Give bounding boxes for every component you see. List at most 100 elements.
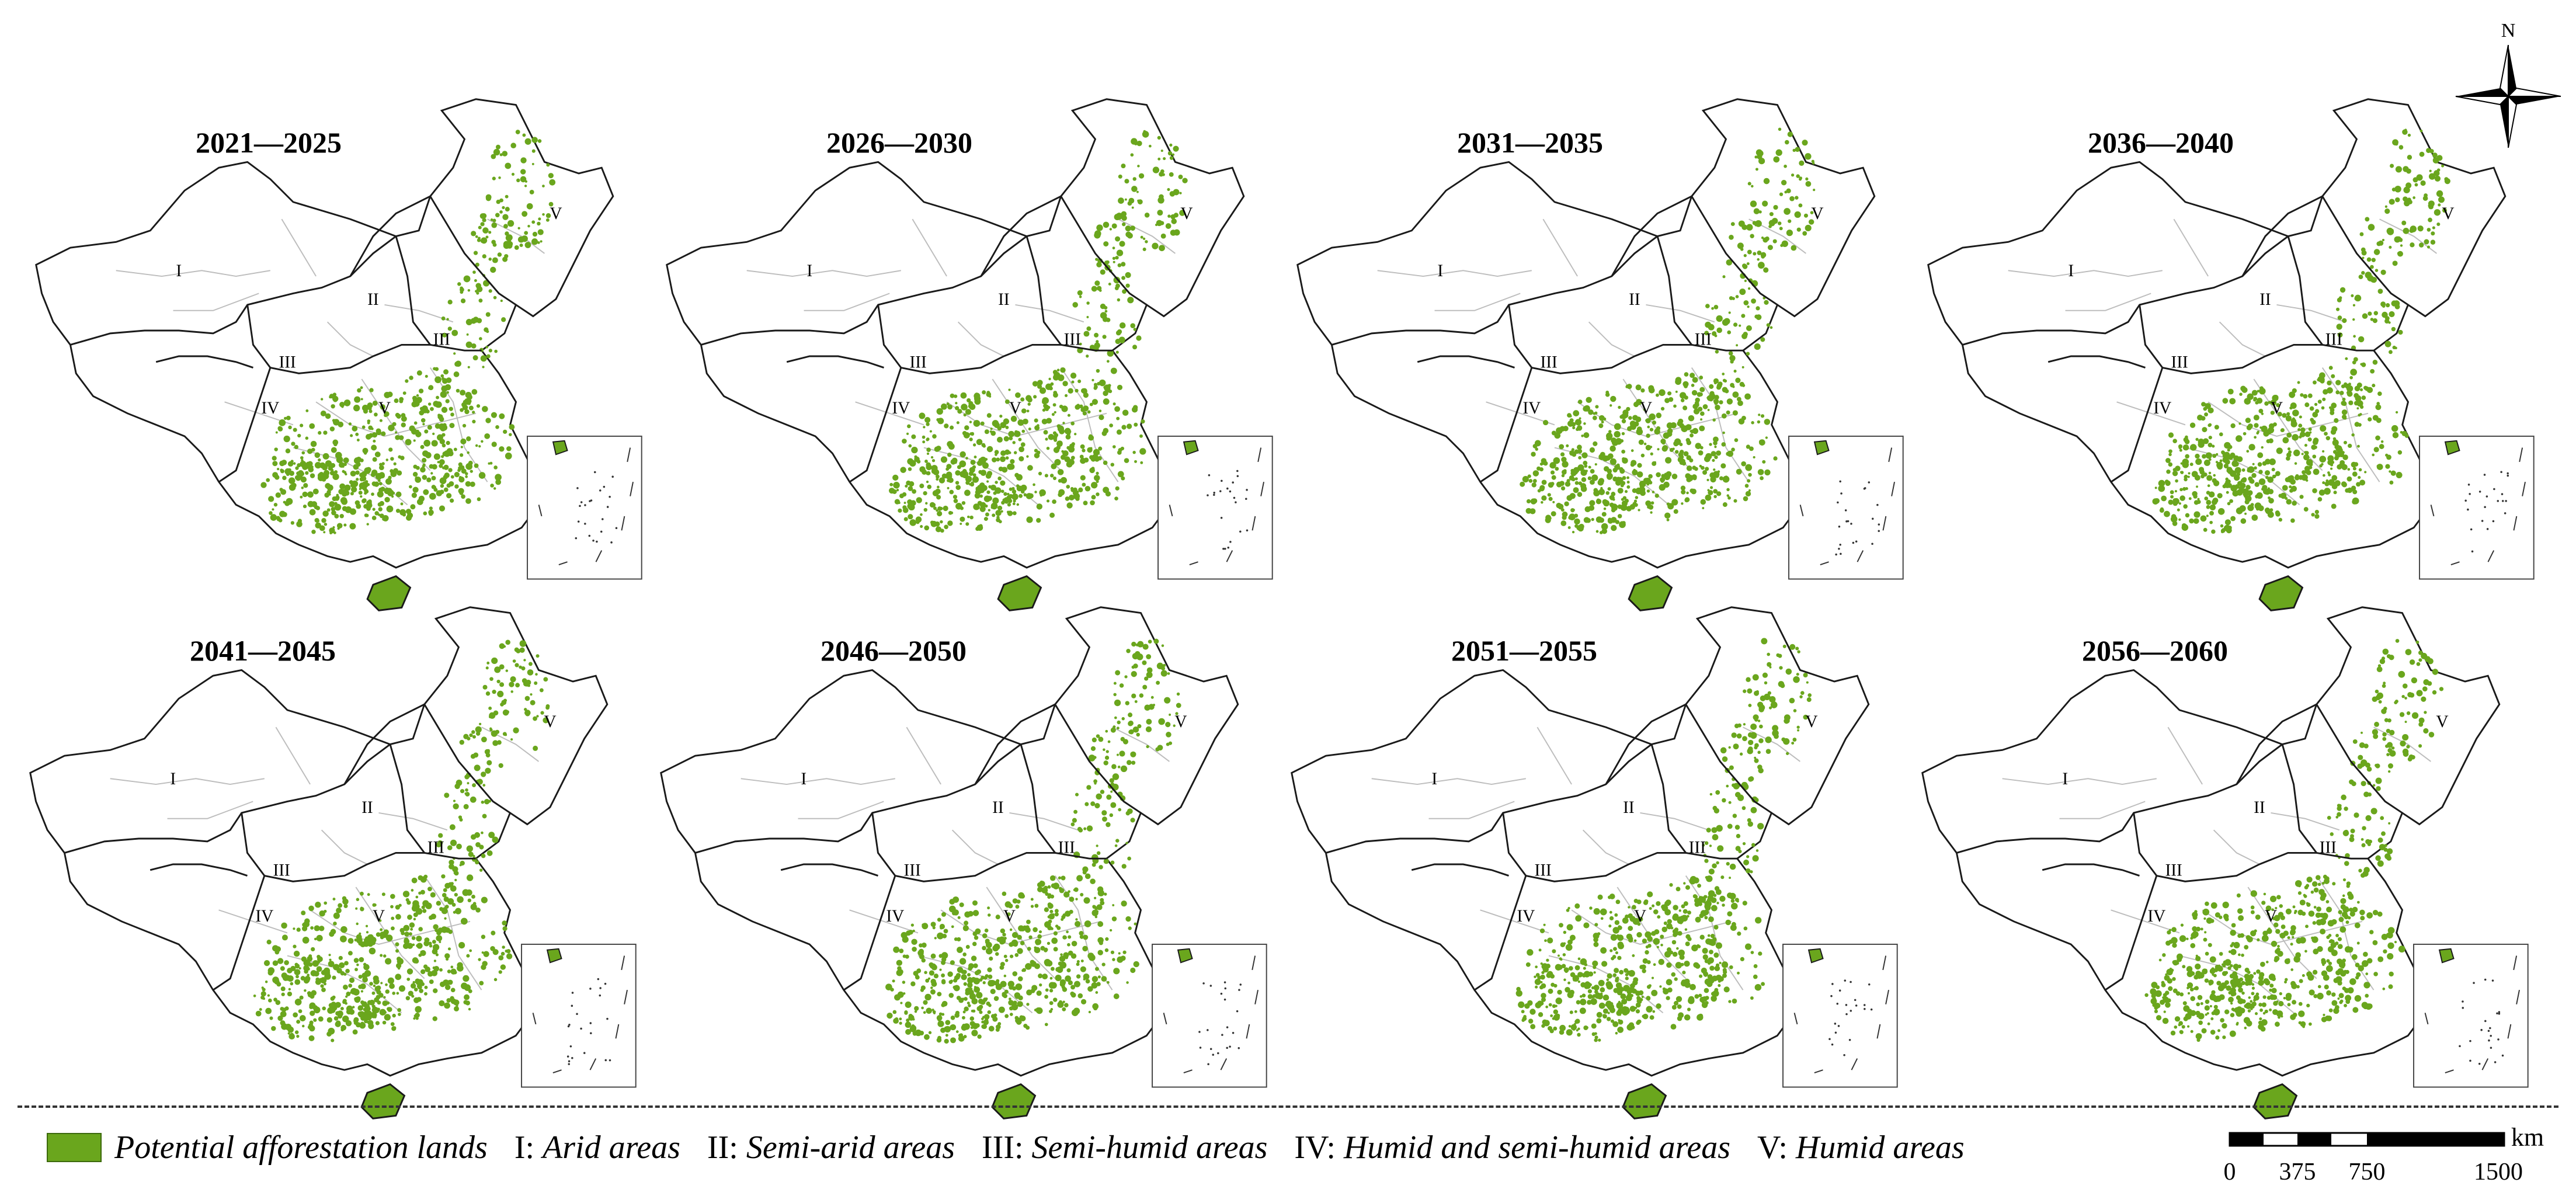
afforestation-patch <box>2372 359 2378 365</box>
afforestation-patch <box>460 438 467 445</box>
afforestation-patch <box>2414 183 2418 187</box>
panel-title: 2041—2045 <box>190 634 336 667</box>
afforestation-patch <box>1547 493 1551 497</box>
afforestation-patch <box>329 527 335 534</box>
afforestation-patch <box>892 1010 897 1014</box>
afforestation-patch <box>428 941 432 945</box>
afforestation-patch <box>529 190 534 194</box>
afforestation-patch <box>2286 452 2292 458</box>
afforestation-patch <box>300 461 307 467</box>
afforestation-patch <box>475 726 482 733</box>
afforestation-patch <box>488 231 492 234</box>
afforestation-patch <box>2392 260 2398 266</box>
afforestation-patch <box>1073 1007 1080 1014</box>
afforestation-patch <box>1633 468 1636 471</box>
afforestation-patch <box>963 982 967 986</box>
afforestation-patch <box>514 647 519 652</box>
province-boundary <box>855 401 924 426</box>
afforestation-patch <box>367 893 370 896</box>
afforestation-patch <box>381 431 386 436</box>
afforestation-patch <box>1595 405 1599 409</box>
afforestation-layer <box>260 130 556 535</box>
afforestation-patch <box>468 405 474 411</box>
climate-zone-boundary <box>155 355 253 368</box>
afforestation-patch <box>914 1006 919 1011</box>
afforestation-patch <box>961 974 967 981</box>
afforestation-patch <box>1109 423 1113 427</box>
afforestation-patch <box>905 484 908 488</box>
afforestation-patch <box>1053 447 1060 453</box>
afforestation-patch <box>1593 971 1596 974</box>
afforestation-patch <box>423 489 429 495</box>
afforestation-patch <box>982 981 986 985</box>
afforestation-patch <box>354 500 360 506</box>
afforestation-patch <box>2230 470 2237 477</box>
afforestation-patch <box>2373 311 2379 315</box>
afforestation-layer <box>888 130 1188 533</box>
afforestation-patch <box>2403 227 2410 234</box>
afforestation-patch <box>1589 500 1595 506</box>
afforestation-patch <box>1739 288 1746 295</box>
climate-zone-boundary <box>1611 195 1692 277</box>
afforestation-patch <box>1115 486 1120 491</box>
afforestation-patch <box>477 318 482 324</box>
afforestation-patch <box>1515 990 1522 997</box>
afforestation-patch <box>469 733 473 738</box>
afforestation-patch <box>1612 973 1617 978</box>
afforestation-patch <box>436 901 441 906</box>
afforestation-patch <box>531 238 538 245</box>
afforestation-patch <box>2224 519 2231 526</box>
afforestation-patch <box>1568 1025 1572 1028</box>
afforestation-patch <box>440 484 444 488</box>
afforestation-patch <box>1085 979 1090 984</box>
afforestation-patch <box>2373 249 2380 255</box>
afforestation-patch <box>2272 395 2279 402</box>
afforestation-patch <box>1744 943 1752 950</box>
afforestation-patch <box>911 938 917 945</box>
afforestation-patch <box>1636 426 1642 432</box>
afforestation-patch <box>485 346 488 349</box>
afforestation-patch <box>1080 457 1086 464</box>
afforestation-patch <box>458 477 465 483</box>
afforestation-patch <box>2352 467 2356 471</box>
afforestation-patch <box>332 898 336 901</box>
afforestation-patch <box>2245 485 2251 490</box>
afforestation-patch <box>1012 511 1017 516</box>
afforestation-patch <box>1706 478 1709 482</box>
afforestation-patch <box>1077 993 1083 999</box>
afforestation-patch <box>360 495 363 498</box>
afforestation-patch <box>1020 487 1025 492</box>
afforestation-patch <box>1037 934 1042 939</box>
afforestation-patch <box>1048 377 1051 381</box>
afforestation-patch <box>498 176 501 179</box>
afforestation-patch <box>471 389 478 395</box>
afforestation-patch <box>1673 404 1677 408</box>
afforestation-patch <box>2367 274 2374 281</box>
afforestation-patch <box>296 975 299 979</box>
afforestation-patch <box>441 893 447 898</box>
afforestation-patch <box>969 1016 975 1021</box>
province-boundary <box>315 401 477 437</box>
province-boundary <box>1009 812 1079 831</box>
afforestation-patch <box>492 740 499 746</box>
afforestation-patch <box>943 505 948 512</box>
afforestation-patch <box>957 937 961 942</box>
afforestation-patch <box>510 690 513 693</box>
afforestation-patch <box>1708 890 1715 897</box>
afforestation-patch <box>996 1024 1001 1030</box>
afforestation-patch <box>1080 444 1085 449</box>
afforestation-patch <box>907 424 911 429</box>
afforestation-patch <box>294 1030 299 1034</box>
afforestation-patch <box>1009 954 1014 958</box>
afforestation-patch <box>444 1002 450 1009</box>
afforestation-patch <box>302 937 310 944</box>
afforestation-patch <box>2324 488 2331 495</box>
afforestation-patch <box>1573 487 1579 493</box>
afforestation-patch <box>348 422 352 426</box>
afforestation-patch <box>1683 882 1686 885</box>
afforestation-patch <box>1070 992 1076 998</box>
afforestation-patch <box>302 926 308 931</box>
afforestation-patch <box>470 796 477 803</box>
afforestation-patch <box>1079 454 1084 459</box>
afforestation-patch <box>1745 491 1751 497</box>
